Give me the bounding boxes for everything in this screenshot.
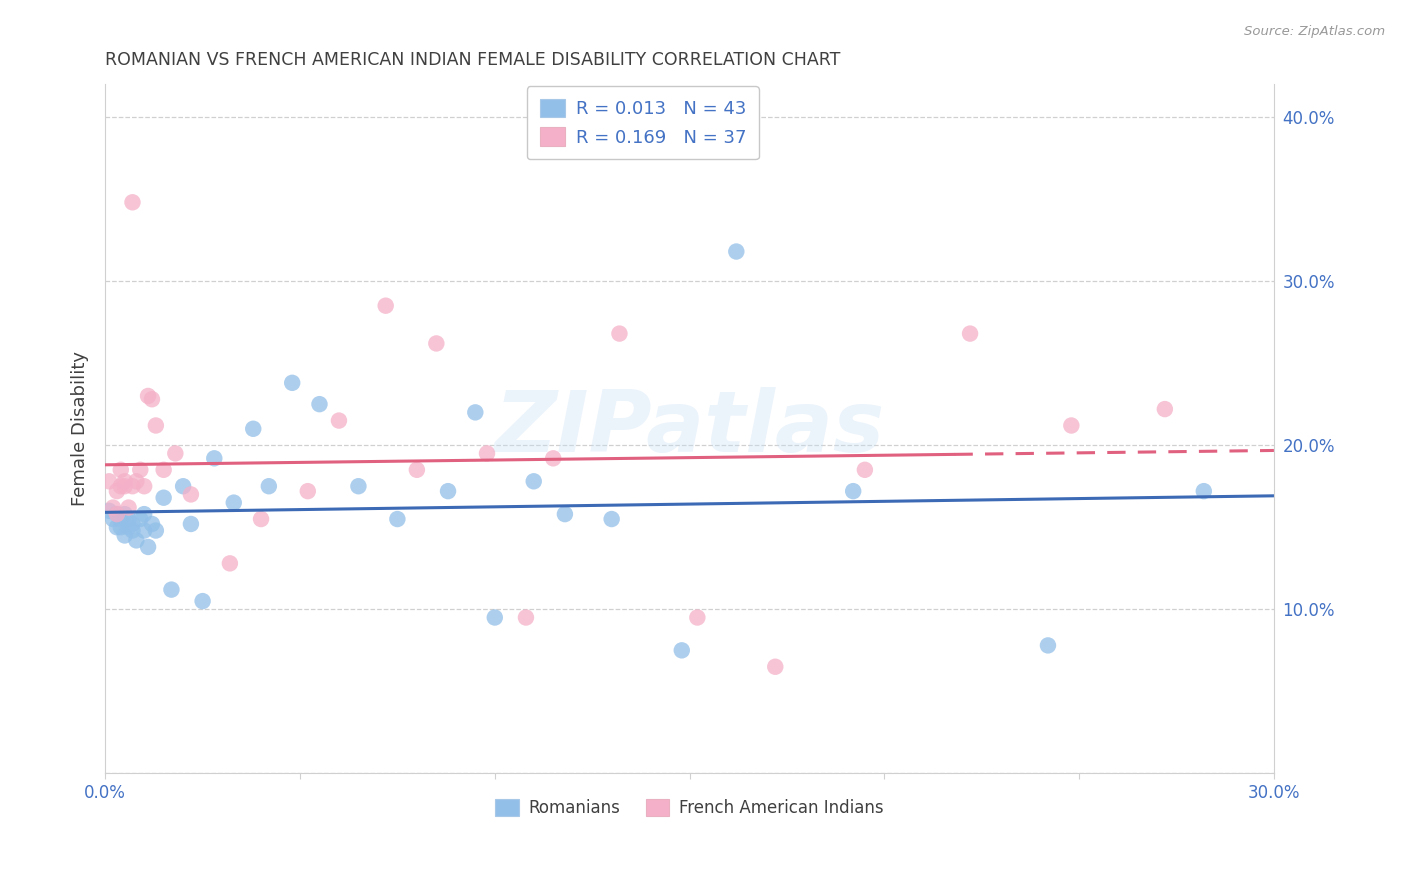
Point xyxy=(117,512,139,526)
Point xyxy=(172,479,194,493)
Point xyxy=(725,244,748,259)
Point xyxy=(114,507,136,521)
Point xyxy=(152,463,174,477)
Point xyxy=(105,507,128,521)
Point xyxy=(98,504,121,518)
Point xyxy=(145,418,167,433)
Text: ZIPatlas: ZIPatlas xyxy=(495,387,884,470)
Point xyxy=(405,463,427,477)
Point xyxy=(202,451,225,466)
Point xyxy=(165,446,187,460)
Point xyxy=(117,520,139,534)
Point xyxy=(222,495,245,509)
Point xyxy=(114,475,136,489)
Point xyxy=(242,422,264,436)
Legend: Romanians, French American Indians: Romanians, French American Indians xyxy=(489,792,890,823)
Point xyxy=(121,516,143,531)
Point xyxy=(218,557,240,571)
Point xyxy=(180,516,202,531)
Point xyxy=(1153,402,1175,417)
Point xyxy=(145,524,167,538)
Point xyxy=(117,500,139,515)
Point xyxy=(141,392,163,407)
Point xyxy=(374,299,396,313)
Point xyxy=(475,446,498,460)
Point xyxy=(281,376,304,390)
Point xyxy=(763,659,786,673)
Point xyxy=(464,405,486,419)
Point xyxy=(121,195,143,210)
Point xyxy=(308,397,330,411)
Point xyxy=(121,524,143,538)
Point xyxy=(110,479,132,493)
Point xyxy=(554,507,576,521)
Point xyxy=(136,389,159,403)
Point xyxy=(98,475,121,489)
Point xyxy=(136,540,159,554)
Point xyxy=(180,487,202,501)
Point xyxy=(105,507,128,521)
Point xyxy=(114,479,136,493)
Y-axis label: Female Disability: Female Disability xyxy=(72,351,89,507)
Point xyxy=(1192,484,1215,499)
Point xyxy=(134,479,156,493)
Point xyxy=(105,484,128,499)
Point xyxy=(328,413,350,427)
Point xyxy=(121,479,143,493)
Point xyxy=(141,516,163,531)
Point xyxy=(134,507,156,521)
Point xyxy=(129,512,152,526)
Point xyxy=(191,594,214,608)
Point xyxy=(671,643,693,657)
Point xyxy=(1060,418,1083,433)
Point xyxy=(686,610,709,624)
Point xyxy=(484,610,506,624)
Point xyxy=(114,528,136,542)
Point xyxy=(297,484,319,499)
Point xyxy=(101,512,124,526)
Point xyxy=(541,451,564,466)
Point xyxy=(600,512,623,526)
Point xyxy=(125,533,148,548)
Point xyxy=(110,512,132,526)
Point xyxy=(110,520,132,534)
Point xyxy=(609,326,631,341)
Point xyxy=(152,491,174,505)
Point xyxy=(515,610,537,624)
Point xyxy=(101,500,124,515)
Point xyxy=(250,512,273,526)
Point xyxy=(110,463,132,477)
Point xyxy=(523,475,546,489)
Point xyxy=(160,582,183,597)
Point xyxy=(257,479,280,493)
Point xyxy=(105,520,128,534)
Point xyxy=(1036,639,1059,653)
Point xyxy=(959,326,981,341)
Point xyxy=(853,463,876,477)
Point xyxy=(437,484,460,499)
Point xyxy=(129,463,152,477)
Point xyxy=(125,475,148,489)
Point xyxy=(387,512,409,526)
Point xyxy=(425,336,447,351)
Point xyxy=(347,479,370,493)
Text: Source: ZipAtlas.com: Source: ZipAtlas.com xyxy=(1244,25,1385,38)
Point xyxy=(842,484,865,499)
Text: ROMANIAN VS FRENCH AMERICAN INDIAN FEMALE DISABILITY CORRELATION CHART: ROMANIAN VS FRENCH AMERICAN INDIAN FEMAL… xyxy=(105,51,841,69)
Point xyxy=(134,524,156,538)
